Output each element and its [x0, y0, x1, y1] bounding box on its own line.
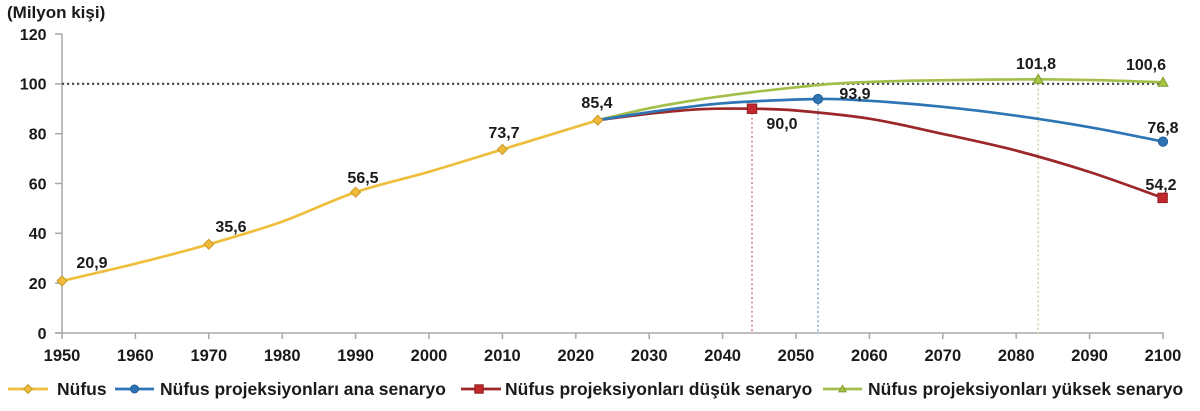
svg-text:2010: 2010	[484, 347, 521, 365]
svg-text:2090: 2090	[1071, 347, 1108, 365]
svg-text:Nüfus projeksiyonları düşük se: Nüfus projeksiyonları düşük senaryo	[505, 379, 812, 399]
svg-text:60: 60	[29, 176, 47, 193]
svg-text:1990: 1990	[337, 347, 374, 365]
svg-text:2040: 2040	[704, 347, 741, 365]
svg-text:(Milyon kişi): (Milyon kişi)	[7, 3, 105, 22]
svg-text:2000: 2000	[411, 347, 448, 365]
svg-text:90,0: 90,0	[766, 116, 797, 133]
svg-text:1970: 1970	[190, 347, 227, 365]
svg-text:80: 80	[29, 127, 47, 144]
svg-text:20,9: 20,9	[76, 255, 107, 272]
svg-text:Nüfus projeksiyonları ana sena: Nüfus projeksiyonları ana senaryo	[160, 379, 446, 399]
svg-text:100,6: 100,6	[1126, 57, 1166, 74]
svg-text:2070: 2070	[924, 347, 961, 365]
svg-text:1960: 1960	[117, 347, 154, 365]
svg-text:1980: 1980	[264, 347, 301, 365]
svg-text:54,2: 54,2	[1145, 177, 1176, 194]
svg-text:0: 0	[38, 326, 47, 343]
svg-text:2080: 2080	[998, 347, 1035, 365]
svg-text:2050: 2050	[778, 347, 815, 365]
svg-text:35,6: 35,6	[215, 219, 246, 236]
svg-text:Nüfus: Nüfus	[57, 379, 107, 399]
svg-text:40: 40	[29, 226, 47, 243]
svg-text:101,8: 101,8	[1016, 56, 1056, 73]
svg-text:85,4: 85,4	[581, 95, 612, 112]
svg-text:73,7: 73,7	[488, 125, 519, 142]
svg-text:2020: 2020	[557, 347, 594, 365]
svg-text:93,9: 93,9	[839, 86, 870, 103]
svg-text:56,5: 56,5	[347, 170, 378, 187]
svg-text:20: 20	[29, 276, 47, 293]
svg-text:2030: 2030	[631, 347, 668, 365]
svg-text:76,8: 76,8	[1147, 120, 1178, 137]
svg-text:120: 120	[20, 27, 47, 44]
svg-text:2060: 2060	[851, 347, 888, 365]
svg-text:2100: 2100	[1145, 347, 1182, 365]
svg-text:Nüfus projeksiyonları yüksek s: Nüfus projeksiyonları yüksek senaryo	[868, 379, 1183, 399]
svg-text:100: 100	[20, 77, 47, 94]
svg-text:1950: 1950	[44, 347, 81, 365]
